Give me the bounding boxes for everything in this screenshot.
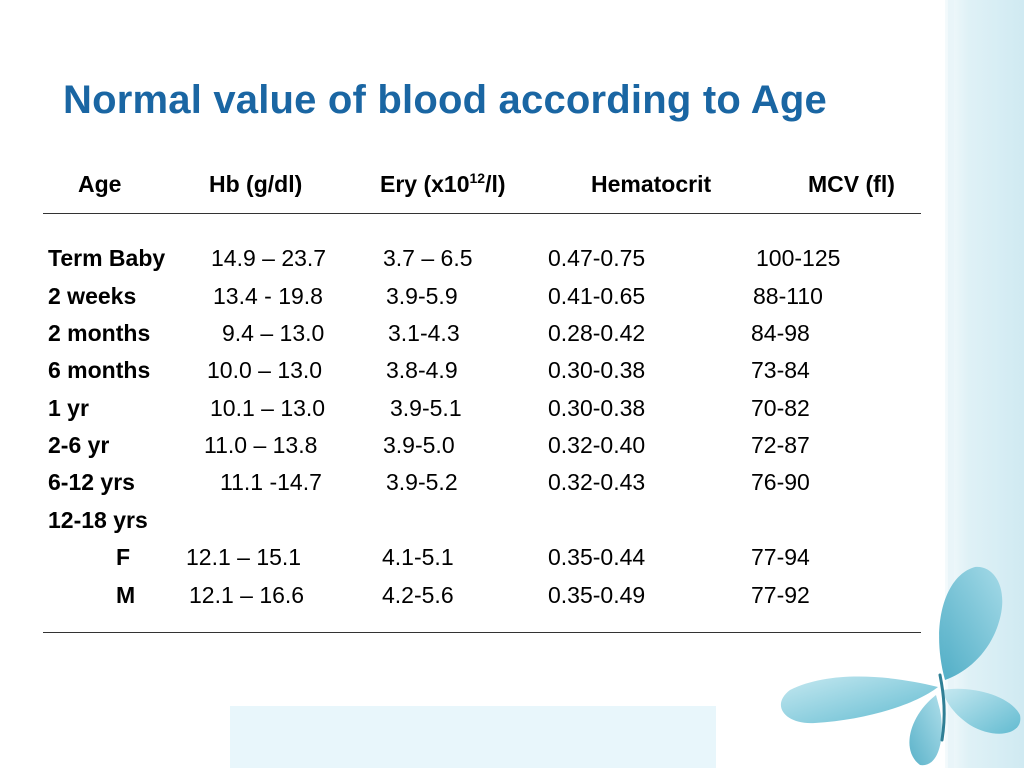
cell-hb: 10.0 – 13.0	[207, 357, 323, 383]
cell-hb: 12.1 – 15.1	[186, 544, 302, 570]
header-ery: Ery (x1012/l)	[380, 171, 506, 198]
cell-mcv: 100-125	[756, 245, 841, 271]
cell-ery: 3.9-5.0	[383, 432, 455, 458]
background-stripe	[948, 0, 954, 768]
cell-mcv: 76-90	[751, 469, 810, 495]
cell-hb: 12.1 – 16.6	[189, 582, 305, 608]
cell-age: F	[116, 544, 131, 570]
cell-mcv: 73-84	[751, 357, 810, 383]
header-hb: Hb (g/dl)	[209, 171, 303, 197]
cell-ery: 4.1-5.1	[382, 544, 454, 570]
cell-mcv: 77-92	[751, 582, 810, 608]
cell-ery: 3.8-4.9	[386, 357, 458, 383]
cell-hematocrit: 0.35-0.44	[548, 544, 646, 570]
background-bottom-panel	[230, 706, 716, 768]
cell-ery: 4.2-5.6	[382, 582, 454, 608]
cell-hematocrit: 0.30-0.38	[548, 395, 646, 421]
cell-hematocrit: 0.47-0.75	[548, 245, 646, 271]
cell-age: 2 months	[48, 320, 151, 346]
cell-mcv: 84-98	[751, 320, 810, 346]
cell-mcv: 70-82	[751, 395, 810, 421]
slide-title: Normal value of blood according to Age	[63, 78, 827, 122]
cell-hb: 9.4 – 13.0	[222, 320, 325, 346]
cell-mcv: 72-87	[751, 432, 810, 458]
header-ery-prefix: Ery (x10	[380, 171, 470, 197]
cell-hematocrit: 0.32-0.43	[548, 469, 646, 495]
cell-mcv: 77-94	[751, 544, 810, 570]
cell-ery: 3.9-5.2	[386, 469, 458, 495]
cell-age: 2-6 yr	[48, 432, 110, 458]
cell-age: 2 weeks	[48, 283, 137, 309]
cell-ery: 3.9-5.9	[386, 283, 458, 309]
cell-age: 6-12 yrs	[48, 469, 135, 495]
header-age: Age	[78, 171, 122, 197]
cell-hb: 10.1 – 13.0	[210, 395, 326, 421]
cell-hematocrit: 0.41-0.65	[548, 283, 646, 309]
header-hematocrit: Hematocrit	[591, 171, 712, 197]
cell-age: Term Baby	[48, 245, 166, 271]
cell-ery: 3.9-5.1	[390, 395, 462, 421]
cell-hematocrit: 0.30-0.38	[548, 357, 646, 383]
cell-hb: 14.9 – 23.7	[211, 245, 327, 271]
cell-age: 12-18 yrs	[48, 507, 148, 533]
header-ery-suffix: /l)	[485, 171, 506, 197]
table-top-rule	[43, 213, 921, 214]
header-ery-exponent: 12	[469, 170, 486, 186]
header-mcv: MCV (fl)	[808, 171, 895, 197]
cell-hb: 13.4 - 19.8	[213, 283, 323, 309]
cell-mcv: 88-110	[753, 283, 823, 309]
cell-ery: 3.1-4.3	[388, 320, 460, 346]
table-bottom-rule	[43, 632, 921, 633]
cell-hematocrit: 0.28-0.42	[548, 320, 646, 346]
butterfly-icon	[780, 566, 1021, 766]
cell-hb: 11.1 -14.7	[220, 469, 322, 495]
cell-age: 1 yr	[48, 395, 89, 421]
cell-age: M	[116, 582, 136, 608]
cell-hematocrit: 0.32-0.40	[548, 432, 646, 458]
cell-age: 6 months	[48, 357, 151, 383]
cell-hb: 11.0 – 13.8	[204, 432, 318, 458]
cell-hematocrit: 0.35-0.49	[548, 582, 646, 608]
cell-ery: 3.7 – 6.5	[383, 245, 473, 271]
